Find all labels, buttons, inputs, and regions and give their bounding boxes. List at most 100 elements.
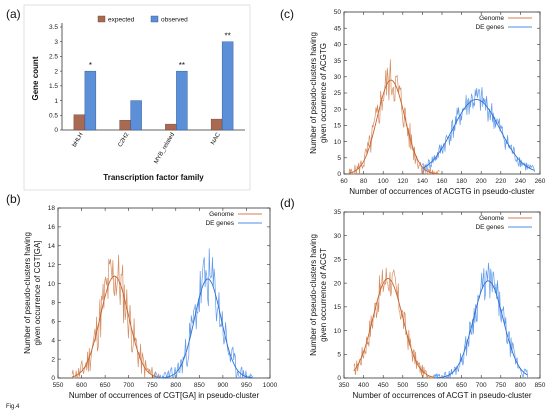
x-tick-label: 600 [76, 382, 87, 389]
panel-b-chart: 550 600 650 700 750 800 850 900 950 1000 0 2 4 6 8 10 12… [23, 205, 278, 400]
y-tick-label: 20 [334, 280, 342, 287]
legend-swatch-expected [97, 15, 106, 23]
x-tick-label: 950 [241, 382, 252, 389]
x-tick-label: 800 [515, 382, 526, 389]
y-tick-label: 45 [334, 25, 342, 32]
y-tick-label: 0 [337, 171, 341, 178]
legend-label-genome: Genome [479, 15, 504, 22]
panel-a-label: (a) [6, 7, 21, 21]
legend-label-de-genes: DE genes [205, 220, 234, 227]
x-tick-label: 140 [417, 178, 428, 185]
y-tick-label: 10 [334, 139, 342, 146]
y-tick-label: 0.5 [49, 112, 58, 119]
series-line-genome [348, 59, 440, 176]
y-tick-label: 0 [51, 375, 55, 382]
x-tick-label: 500 [397, 382, 408, 389]
panel-d-label: (d) [280, 196, 295, 210]
y-tick-label: 10 [48, 281, 56, 288]
y-axis-title-line2: given occurrence of CGT[GA] [33, 241, 42, 346]
legend-label-genome: Genome [479, 215, 504, 222]
legend-label-genome: Genome [209, 211, 234, 218]
y-tick-label: 16 [48, 224, 56, 231]
y-tick-label: 12 [48, 262, 56, 269]
bar-expected [73, 114, 86, 131]
y-tick-label: 4 [51, 337, 55, 344]
x-tick-label: 1000 [263, 382, 278, 389]
series-line-de-genes [154, 248, 254, 380]
x-tick-label: 260 [535, 178, 546, 185]
y-axis-title: Gene count [31, 56, 40, 100]
y-tick-label: 50 [334, 9, 342, 16]
x-tick-label: 600 [437, 382, 448, 389]
x-tick-label: 550 [53, 382, 64, 389]
y-tick-label: 25 [334, 90, 342, 97]
x-tick-label: 900 [217, 382, 228, 389]
significance-annotation: ** [179, 61, 185, 70]
panel-c-label: (c) [280, 7, 294, 21]
y-tick-label: 30 [334, 74, 342, 81]
x-tick-label: 180 [456, 178, 467, 185]
x-tick-label: 700 [123, 382, 134, 389]
x-tick-label: 550 [417, 382, 428, 389]
y-tick-label: 1 [54, 98, 58, 105]
panel-c-chart: 60 80 100 120 140 160 180 200 220 240 260 0 5 10 15 20 2… [309, 9, 546, 196]
x-tick-label: 700 [476, 382, 487, 389]
x-tick-label: 400 [358, 382, 369, 389]
y-axis-title-line1: Number of pseudo-clusters having [23, 232, 32, 354]
figure-label: Fig.4 [6, 404, 20, 410]
x-tick-label: 750 [495, 382, 506, 389]
y-tick-label: 18 [48, 205, 56, 212]
y-tick-label: 30 [334, 233, 342, 240]
x-tick-label: 80 [360, 178, 368, 185]
fit-curve-de-genes [154, 278, 253, 379]
y-tick-label: 0 [337, 375, 341, 382]
x-tick-label: 850 [535, 382, 546, 389]
y-tick-label: 6 [51, 319, 55, 326]
series-line-de-genes [433, 262, 528, 379]
y-tick-label: 1.5 [49, 83, 58, 90]
x-tick-label: 200 [476, 178, 487, 185]
panel-b-label: (b) [6, 192, 21, 206]
x-tick-label: 650 [456, 382, 467, 389]
significance-annotation: * [89, 61, 92, 70]
y-tick-label: 2 [51, 356, 55, 363]
y-axis-title-line1: Number of pseudo-clusters having [309, 32, 318, 154]
y-tick-label: 14 [48, 243, 56, 250]
series-line-de-genes [422, 87, 536, 173]
x-axis-title: Number of occurrences of ACGT in pseudo-… [352, 391, 531, 400]
y-tick-label: 20 [334, 106, 342, 113]
y-tick-label: 0 [54, 127, 58, 134]
x-tick-label: 220 [495, 178, 506, 185]
bar-observed [130, 100, 142, 131]
fit-curve-genome [71, 275, 161, 378]
x-tick-label: 60 [340, 178, 348, 185]
x-tick-label: 450 [378, 382, 389, 389]
x-tick-label: 100 [378, 178, 389, 185]
y-tick-label: 8 [51, 300, 55, 307]
bar-observed [84, 70, 97, 131]
category-label: NAC [210, 131, 222, 146]
legend-label-de-genes: DE genes [475, 224, 504, 231]
y-tick-label: 5 [337, 155, 341, 162]
series-line-genome [71, 254, 161, 379]
significance-annotation: ** [225, 32, 231, 41]
x-tick-label: 240 [515, 178, 526, 185]
y-tick-label: 3 [54, 39, 58, 46]
y-tick-label: 10 [334, 328, 342, 335]
y-tick-label: 35 [334, 209, 342, 216]
y-tick-label: 15 [334, 304, 342, 311]
x-tick-label: 650 [100, 382, 111, 389]
panel-a-chart: 00.511.522.533.5*bHLH C2H2**MYB_related**… [23, 4, 251, 191]
x-axis-title: Number of occurrences of ACGTG in pseudo… [349, 187, 535, 196]
x-axis-title: Transcription factor family [103, 173, 204, 182]
x-tick-label: 850 [194, 382, 205, 389]
x-tick-label: 120 [397, 178, 408, 185]
series-line-genome [353, 267, 435, 379]
y-tick-label: 3.5 [49, 24, 58, 31]
bar-expected [119, 120, 131, 131]
y-tick-label: 2 [54, 68, 58, 75]
x-tick-label: 800 [170, 382, 181, 389]
legend-label-de-genes: DE genes [475, 24, 504, 31]
y-tick-label: 5 [337, 351, 341, 358]
